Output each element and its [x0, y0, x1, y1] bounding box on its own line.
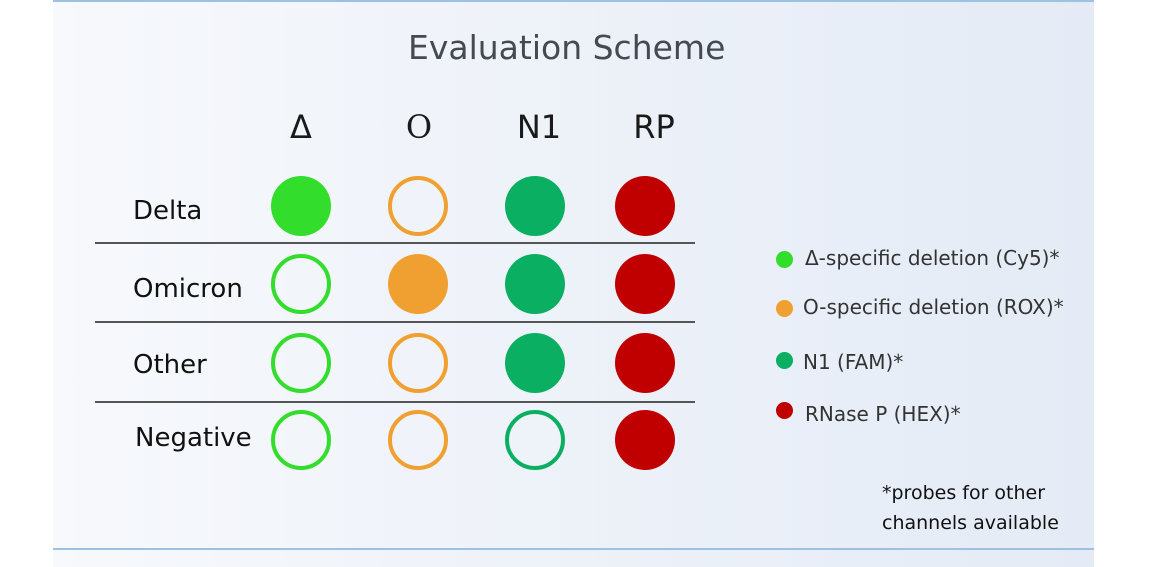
legend-swatch-delta	[776, 251, 793, 268]
empty-circle-delta	[271, 254, 331, 314]
filled-circle-n1	[505, 176, 565, 236]
column-header-omicron: O	[405, 108, 433, 146]
scheme-panel	[53, 0, 1094, 567]
row-label-omicron: Omicron	[133, 274, 243, 304]
filled-circle-n1	[505, 333, 565, 393]
column-header-n1: N1	[516, 108, 562, 146]
top-rule	[53, 0, 1094, 2]
scheme-title: Evaluation Scheme	[408, 28, 726, 67]
empty-circle-n1	[505, 410, 565, 470]
column-header-delta: Δ	[290, 108, 312, 146]
row-divider	[95, 321, 695, 323]
empty-circle-delta	[271, 333, 331, 393]
filled-circle-rp	[615, 333, 675, 393]
empty-circle-omicron	[388, 176, 448, 236]
footnote-line: channels available	[882, 512, 1059, 534]
legend-swatch-rnase-p	[776, 402, 793, 419]
footnote: *probes for other channels available	[882, 478, 1059, 538]
row-label-delta: Delta	[133, 196, 203, 226]
filled-circle-rp	[615, 254, 675, 314]
row-divider	[95, 242, 695, 244]
filled-circle-rp	[615, 176, 675, 236]
filled-circle-n1	[505, 254, 565, 314]
empty-circle-omicron	[388, 333, 448, 393]
filled-circle-omicron	[388, 254, 448, 314]
bottom-rule	[53, 548, 1094, 550]
legend-label-omicron: O-specific deletion (ROX)*	[803, 295, 1064, 319]
column-header-rp: RP	[633, 108, 675, 146]
filled-circle-rp	[615, 410, 675, 470]
legend-swatch-n1	[776, 352, 793, 369]
empty-circle-delta	[271, 410, 331, 470]
row-divider	[95, 401, 695, 403]
footnote-line: *probes for other	[882, 482, 1046, 504]
legend-label-n1: N1 (FAM)*	[803, 350, 904, 374]
legend-label-rnase-p: RNase P (HEX)*	[805, 402, 961, 426]
empty-circle-omicron	[388, 410, 448, 470]
legend-swatch-omicron	[776, 300, 793, 317]
row-label-negative: Negative	[135, 423, 252, 453]
filled-circle-delta	[271, 176, 331, 236]
row-label-other: Other	[133, 350, 207, 380]
legend-label-delta: Δ-specific deletion (Cy5)*	[805, 246, 1060, 270]
